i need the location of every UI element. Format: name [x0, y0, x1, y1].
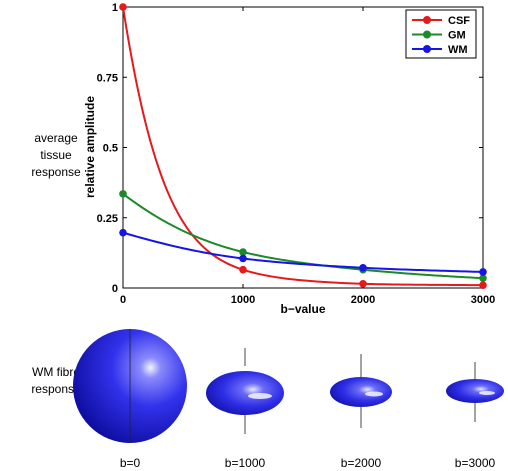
- response-chart: 0 1000 2000 3000 0 0.25 0.5 0.75 1 b−value relat…: [83, 2, 496, 316]
- avg-label-line-2: tissue: [40, 148, 72, 162]
- x-tick-label: 0: [120, 294, 126, 306]
- data-point-csf: [359, 279, 367, 288]
- glyph-b3000: [446, 362, 504, 422]
- glyph-label-b2000: b=2000: [340, 456, 382, 470]
- legend-label-csf: CSF: [448, 15, 470, 27]
- y-tick-label: 0.75: [97, 72, 118, 84]
- series-line-wm: [123, 231, 483, 273]
- disk-glyph: [330, 377, 392, 407]
- avg-label-line-3: response: [31, 165, 81, 179]
- x-tick-label: 3000: [471, 294, 495, 306]
- x-axis-title: b−value: [280, 302, 325, 316]
- fibre-label-line-2: response: [31, 382, 81, 396]
- legend-marker-gm: [423, 30, 431, 39]
- average-tissue-response-label: average tissue response: [0, 130, 112, 181]
- y-tick-label: 0.5: [103, 143, 118, 155]
- chart-curves: [123, 6, 483, 287]
- data-point-wm: [239, 254, 247, 263]
- glyph-b0: [73, 329, 187, 443]
- chart-markers: [119, 3, 487, 289]
- disk-glyph: [446, 379, 504, 403]
- y-tick-label: 0: [112, 283, 118, 295]
- wm-fibre-response-label: WM fibre response: [0, 364, 112, 398]
- glyph-label-b0: b=0: [119, 456, 141, 470]
- chart-legend: CSF GM WM: [405, 9, 477, 59]
- data-point-gm: [239, 248, 247, 256]
- legend-label-wm: WM: [448, 44, 468, 56]
- series-line-csf: [123, 6, 483, 287]
- x-tick-label: 1000: [231, 294, 255, 306]
- data-point-wm: [479, 268, 487, 276]
- glyph-label-b3000: b=3000: [454, 456, 496, 470]
- data-point-csf: [479, 281, 487, 289]
- x-tick-label: 2000: [351, 294, 375, 306]
- disk-highlight: [479, 391, 495, 395]
- data-point-wm: [119, 228, 127, 237]
- legend-label-gm: GM: [448, 30, 466, 42]
- data-point-gm: [119, 190, 127, 198]
- fibre-label-line-1: WM fibre: [32, 365, 80, 379]
- y-tick-label: 1: [112, 2, 118, 14]
- wm-fibre-glyphs: [73, 329, 504, 443]
- data-point-gm: [479, 274, 487, 282]
- disk-highlight: [365, 391, 383, 397]
- disk-glyph: [206, 371, 284, 415]
- avg-label-line-1: average: [34, 131, 78, 145]
- glyph-label-b1000: b=1000: [224, 456, 266, 470]
- series-line-gm: [123, 193, 483, 280]
- chart-axes: 0 1000 2000 3000 0 0.25 0.5 0.75 1: [97, 2, 496, 306]
- data-point-csf: [239, 265, 247, 274]
- glyph-b2000: [330, 354, 392, 428]
- legend-marker-csf: [423, 16, 431, 24]
- disk-highlight: [248, 393, 272, 399]
- legend-marker-wm: [423, 45, 431, 53]
- glyph-b1000: [206, 348, 284, 434]
- data-point-wm: [359, 263, 367, 272]
- y-axis-title: relative amplitude: [83, 96, 97, 198]
- data-point-csf: [119, 3, 127, 11]
- y-tick-label: 0.25: [97, 213, 118, 225]
